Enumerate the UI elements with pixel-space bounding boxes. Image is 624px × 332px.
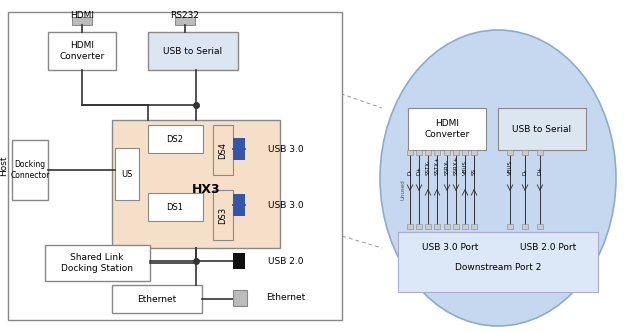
Bar bbox=[233, 290, 247, 306]
Text: USB 3.0: USB 3.0 bbox=[268, 201, 304, 209]
Text: SSTX+: SSTX+ bbox=[434, 156, 439, 175]
Bar bbox=[522, 150, 528, 155]
Text: RS232: RS232 bbox=[170, 11, 200, 20]
Text: VBUS: VBUS bbox=[507, 160, 512, 175]
Text: D-: D- bbox=[522, 169, 527, 175]
Bar bbox=[408, 108, 486, 150]
Bar bbox=[407, 150, 413, 155]
Bar bbox=[444, 150, 450, 155]
Bar bbox=[434, 224, 440, 229]
Bar bbox=[148, 125, 203, 153]
Bar bbox=[425, 224, 431, 229]
Bar bbox=[471, 150, 477, 155]
Bar bbox=[407, 224, 413, 229]
Text: DS2: DS2 bbox=[167, 134, 183, 143]
Bar bbox=[425, 150, 431, 155]
Text: SSRX+: SSRX+ bbox=[454, 156, 459, 175]
Text: Downstream Port 2: Downstream Port 2 bbox=[455, 264, 541, 273]
Text: D+: D+ bbox=[537, 166, 542, 175]
Text: DS3: DS3 bbox=[218, 207, 228, 223]
Bar bbox=[233, 253, 245, 269]
Text: Ethernet: Ethernet bbox=[137, 294, 177, 303]
Bar bbox=[462, 150, 468, 155]
Bar bbox=[522, 224, 528, 229]
Text: Shared Link
Docking Station: Shared Link Docking Station bbox=[61, 253, 133, 273]
Text: USB to Serial: USB to Serial bbox=[163, 46, 223, 55]
Text: SSTX-: SSTX- bbox=[426, 159, 431, 175]
Bar bbox=[453, 224, 459, 229]
Bar bbox=[233, 194, 245, 216]
Bar bbox=[12, 140, 48, 200]
Text: USB to Serial: USB to Serial bbox=[512, 124, 572, 133]
Text: USB 2.0: USB 2.0 bbox=[268, 257, 304, 266]
Bar bbox=[72, 17, 92, 25]
Bar bbox=[112, 285, 202, 313]
Text: Ethernet: Ethernet bbox=[266, 293, 306, 302]
Text: Host: Host bbox=[0, 156, 9, 176]
Bar bbox=[537, 150, 543, 155]
Text: SSRX-: SSRX- bbox=[444, 159, 449, 175]
Bar bbox=[416, 224, 422, 229]
Bar bbox=[148, 32, 238, 70]
Bar bbox=[112, 120, 280, 248]
Ellipse shape bbox=[380, 30, 616, 326]
Bar bbox=[148, 193, 203, 221]
Bar bbox=[175, 17, 195, 25]
Bar bbox=[471, 224, 477, 229]
Text: DS1: DS1 bbox=[167, 203, 183, 211]
Text: SS: SS bbox=[472, 168, 477, 175]
Bar bbox=[398, 100, 598, 245]
Text: D+: D+ bbox=[416, 166, 421, 175]
Bar bbox=[8, 12, 342, 320]
Bar bbox=[213, 125, 233, 175]
Text: DS4: DS4 bbox=[218, 141, 228, 158]
Bar bbox=[507, 150, 513, 155]
Text: HDMI
Converter: HDMI Converter bbox=[424, 119, 470, 139]
Text: HDMI: HDMI bbox=[70, 11, 94, 20]
Text: USB 3.0: USB 3.0 bbox=[268, 144, 304, 153]
Text: USB 3.0 Port: USB 3.0 Port bbox=[422, 243, 478, 253]
Text: D-: D- bbox=[407, 169, 412, 175]
Bar bbox=[462, 224, 468, 229]
Bar bbox=[444, 224, 450, 229]
Bar bbox=[115, 148, 139, 200]
Bar bbox=[416, 150, 422, 155]
Bar bbox=[498, 108, 586, 150]
Text: Unused: Unused bbox=[401, 180, 406, 201]
Bar bbox=[434, 150, 440, 155]
Bar bbox=[233, 138, 245, 160]
Bar bbox=[48, 32, 116, 70]
Text: US: US bbox=[121, 170, 133, 179]
Text: VBUS: VBUS bbox=[462, 160, 467, 175]
Bar bbox=[453, 150, 459, 155]
Bar bbox=[213, 190, 233, 240]
Bar bbox=[398, 232, 598, 292]
Text: USB 2.0 Port: USB 2.0 Port bbox=[520, 243, 576, 253]
Bar bbox=[537, 224, 543, 229]
Bar bbox=[45, 245, 150, 281]
Text: HDMI
Converter: HDMI Converter bbox=[59, 41, 105, 61]
Text: HX3: HX3 bbox=[192, 183, 220, 196]
Bar bbox=[507, 224, 513, 229]
Text: Docking
Connector: Docking Connector bbox=[11, 160, 50, 180]
